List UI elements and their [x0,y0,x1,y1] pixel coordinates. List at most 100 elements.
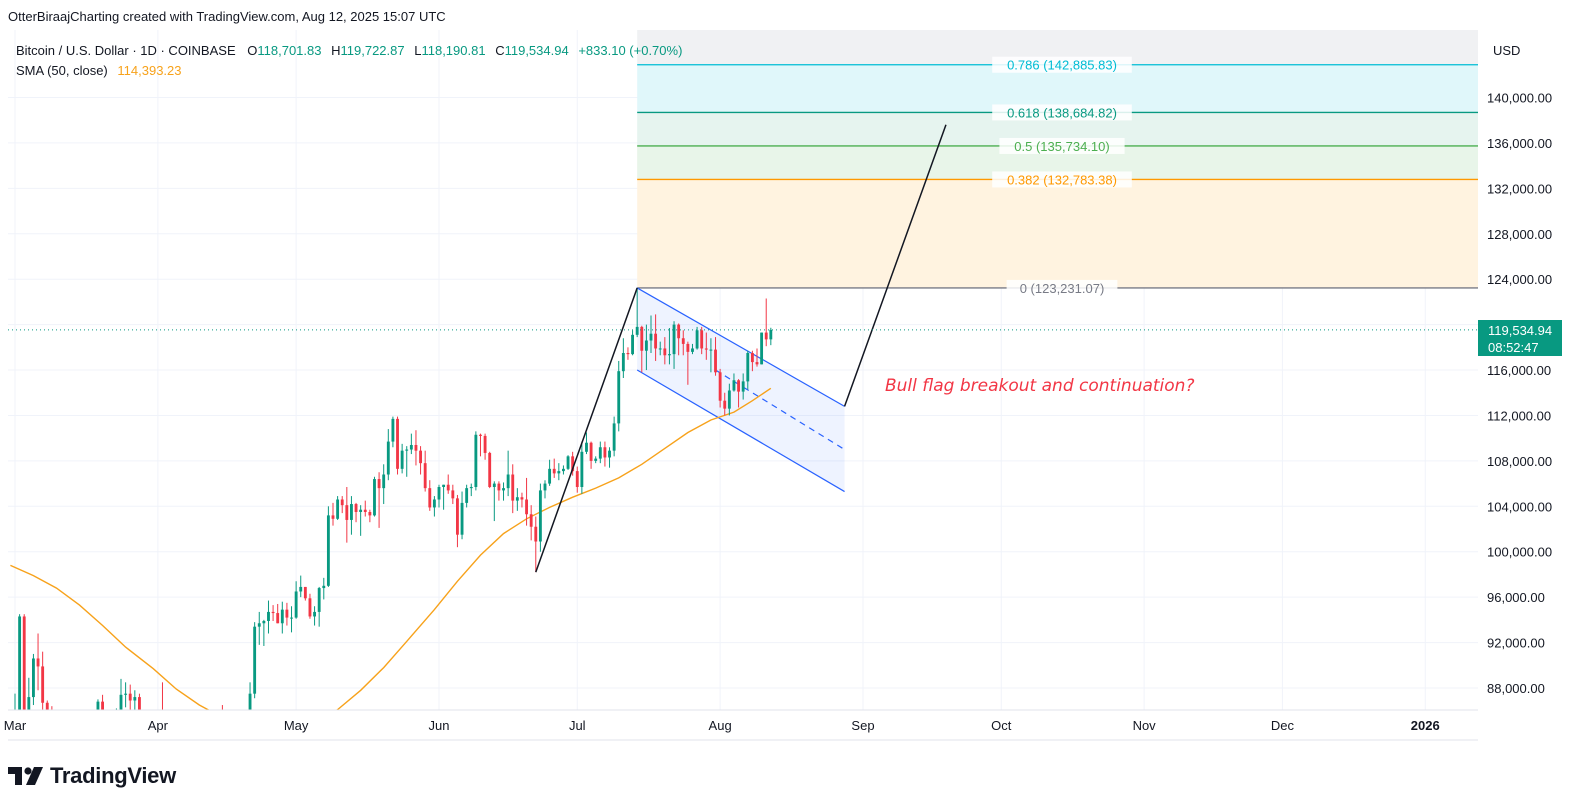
candle [654,314,658,361]
candle [317,586,321,627]
y-tick-label: 88,000.00 [1487,681,1545,696]
symbol-legend-row[interactable]: Bitcoin / U.S. Dollar · 1D · COINBASE O1… [16,41,688,61]
candle [267,600,270,634]
bull-flag-channel[interactable] [636,287,845,493]
fibonacci-extension[interactable]: 0.786 (142,885.83) 0.618 (138,684.82) 0.5 … [637,30,1478,296]
candle-body [133,697,137,701]
candle [368,509,372,523]
candle [147,739,150,761]
candle-body [552,468,556,474]
fib-level-label: 0 (123,231.07) [1020,281,1105,296]
candle-body [322,585,326,589]
candle [396,416,399,475]
y-tick-label: 128,000.00 [1487,227,1552,242]
trend-drawings[interactable] [8,124,1478,573]
candle [313,606,316,626]
candle-body [189,789,192,809]
candle-body [41,666,45,703]
candle-body [110,733,113,735]
candle-body [580,451,584,488]
candle-body [520,497,524,500]
candle [377,472,381,528]
candle-body [525,499,528,515]
candle [465,484,469,508]
close-value: 119,534.94 [504,43,569,58]
candle-body [267,611,270,622]
candle-body [69,737,72,767]
x-tick-label: Nov [1133,718,1157,733]
candle-body [686,343,690,352]
currency-label[interactable]: USD [1493,43,1521,58]
chart-annotation[interactable]: Bull flag breakout and continuation? [885,376,1194,396]
channel-upper-line[interactable] [636,287,845,407]
candle [207,712,210,747]
candle-body [166,744,169,751]
candle-body [262,621,266,624]
candle [442,484,446,510]
fib-level-label: 0.5 (135,734.10) [1014,139,1109,154]
candle-body [423,463,427,489]
tradingview-logo[interactable]: TradingView [8,763,176,789]
candle-body [36,658,40,667]
candle [658,341,662,356]
candle-body [442,484,446,488]
candle-body [760,332,764,365]
candle [700,326,704,355]
candle [603,441,607,467]
sma-label[interactable]: SMA (50, close) [16,63,108,78]
y-tick-label: 140,000.00 [1487,91,1552,106]
candle [557,463,561,481]
candle-body [469,487,473,489]
candle-body [184,789,187,797]
candle [640,325,644,373]
candle-body [294,591,298,618]
candle [644,324,648,371]
candle [22,614,26,710]
flagpole-line[interactable] [535,287,638,573]
candle [718,368,722,408]
close-label: C [495,43,505,58]
candle [124,682,128,708]
candle-body [27,697,31,710]
candle-body [354,504,358,512]
candle [548,459,552,486]
tradingview-logo-text: TradingView [50,763,176,788]
channel-mid-line[interactable] [715,369,845,451]
candle [83,721,86,756]
price-axis[interactable]: 88,000.00 92,000.00 96,000.00 100,000.00 104… [1487,91,1552,697]
candle [409,433,413,455]
candle [469,483,473,497]
candle [239,715,242,730]
fib-level-label: 0.382 (132,783.38) [1007,172,1117,187]
channel-lower-line[interactable] [636,369,845,493]
x-tick-label: Jun [429,718,450,733]
candle-body [45,702,49,710]
candle-body [221,727,224,737]
candle [405,446,409,477]
candle [386,429,390,481]
fib-label-bg [992,104,1132,121]
candle [479,433,482,457]
candle [723,392,727,416]
candle-body [474,434,478,488]
candle [580,441,584,494]
symbol-title[interactable]: Bitcoin / U.S. Dollar · 1D · COINBASE [16,43,236,58]
candle [525,477,528,526]
candle-body [350,504,353,520]
candle [382,464,386,505]
candle [138,693,141,710]
y-tick-label: 100,000.00 [1487,545,1552,560]
projection-line[interactable] [843,124,947,407]
time-axis[interactable]: Mar Apr May Jun Jul Aug Sep Oct Nov Dec 2026 [4,718,1440,733]
candle-body [511,474,515,501]
candle [483,433,487,460]
candle [363,500,367,517]
candle [280,601,284,634]
candle-body [340,499,344,506]
candle-body [506,474,510,489]
candle-body [603,447,607,458]
candle [575,466,579,493]
sma-legend-row[interactable]: SMA (50, close) 114,393.23 [16,61,688,81]
candle [248,682,252,710]
